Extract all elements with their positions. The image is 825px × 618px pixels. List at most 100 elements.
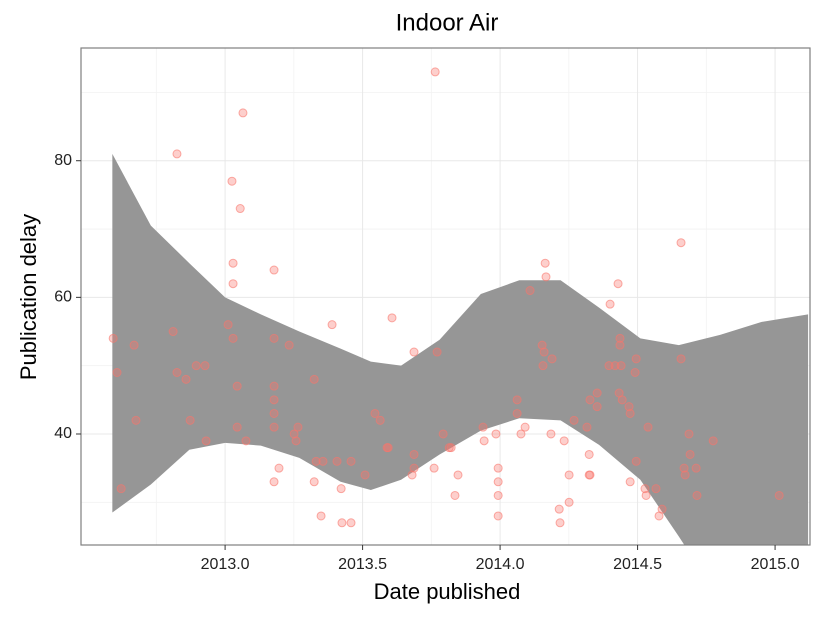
data-point [541,272,551,282]
chart-title: Indoor Air [396,9,499,36]
data-point [516,429,526,439]
data-point [201,436,211,446]
data-point [346,518,356,528]
data-point [232,422,242,432]
data-point [491,429,501,439]
data-point [346,456,356,466]
data-point [512,408,522,418]
data-point [235,204,245,214]
data-point [318,456,328,466]
data-point [387,313,397,323]
x-axis-label: Date published [374,579,521,604]
data-point [337,518,347,528]
y-axis-label: Publication delay [16,214,41,380]
data-point [269,477,279,487]
data-point [241,436,251,446]
data-point [520,422,530,432]
x-tick-label: 2013.5 [338,556,387,573]
data-point [684,429,694,439]
data-point [311,456,321,466]
data-point [640,484,650,494]
data-point [269,265,279,275]
data-point [108,333,118,343]
data-point [479,436,489,446]
data-point [228,258,238,268]
data-point [200,361,210,371]
data-point [450,490,460,500]
data-point [116,484,126,494]
confidence-band [112,153,809,545]
data-point [615,333,625,343]
data-point [375,415,385,425]
data-point [615,340,625,350]
data-point [592,388,602,398]
data-point [232,381,242,391]
data-point [512,395,522,405]
data-point [625,477,635,487]
data-point [172,368,182,378]
data-point [676,238,686,248]
data-point [181,374,191,384]
data-point [129,340,139,350]
data-point [269,381,279,391]
data-point [691,463,701,473]
data-point [172,149,182,159]
data-point [409,347,419,357]
data-point [453,470,463,480]
data-point [407,470,417,480]
data-point [625,408,635,418]
x-tick-label: 2014.5 [613,556,662,573]
data-point [291,436,301,446]
data-point [438,429,448,439]
data-point [547,354,557,364]
data-point [269,395,279,405]
data-point [538,361,548,371]
data-point [409,449,419,459]
data-point [238,108,248,118]
data-point [539,347,549,357]
data-point [432,347,442,357]
data-point [370,408,380,418]
data-point [525,286,535,296]
data-point [643,422,653,432]
data-point [284,340,294,350]
data-point [223,320,233,330]
y-tick-label: 60 [54,289,72,306]
data-point [537,340,547,350]
data-point [274,463,284,473]
data-point [564,497,574,507]
data-point [336,484,346,494]
data-point [269,333,279,343]
data-point [680,470,690,480]
data-point [493,477,503,487]
data-point [478,422,488,432]
data-point [569,415,579,425]
data-point [228,279,238,289]
data-point [585,395,595,405]
y-tick-label: 80 [54,152,72,169]
data-point [605,299,615,309]
data-point [708,436,718,446]
data-point [429,463,439,473]
data-point [446,443,456,453]
data-point [613,279,623,289]
data-point [269,422,279,432]
data-point [630,368,640,378]
data-point [592,402,602,412]
data-point [332,456,342,466]
data-point [309,477,319,487]
x-tick-label: 2014.0 [476,556,525,573]
data-point [624,402,634,412]
data-point [641,490,651,500]
data-point [316,511,326,521]
data-point [604,361,614,371]
data-point [546,429,556,439]
data-point [610,361,620,371]
data-point [269,408,279,418]
data-point [360,470,370,480]
data-point [430,67,440,77]
data-point [676,354,686,364]
data-point [685,449,695,459]
data-point [112,368,122,378]
